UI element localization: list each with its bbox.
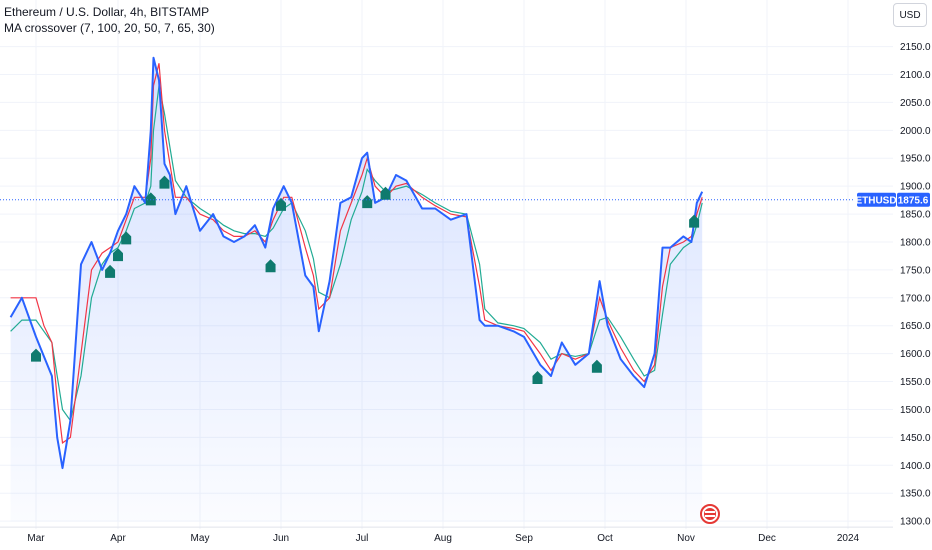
earnings-flag-icon[interactable] (700, 504, 720, 524)
x-tick-label: Sep (515, 533, 533, 544)
y-tick-label: 1400.0 (900, 461, 931, 472)
y-tick-label: 1900.0 (900, 182, 931, 193)
y-tick-label: 1350.0 (900, 489, 931, 500)
buy-signal-marker (362, 195, 373, 209)
y-tick-label: 1500.0 (900, 405, 931, 416)
buy-signal-marker (380, 186, 391, 200)
y-tick-label: 1650.0 (900, 321, 931, 332)
x-tick-label: Aug (434, 533, 452, 544)
series-lines (9, 56, 704, 470)
buy-signal-marker (105, 264, 116, 278)
price-area-fill (10, 57, 703, 522)
x-tick-label: May (191, 533, 210, 544)
buy-signal-marker (113, 248, 123, 262)
y-tick-label: 2150.0 (900, 42, 931, 53)
buy-signal-marker (121, 231, 132, 245)
x-tick-label: Jun (273, 533, 289, 544)
y-tick-label: 2000.0 (900, 126, 931, 137)
y-tick-label: 1800.0 (900, 237, 931, 248)
x-tick-label: Apr (110, 533, 126, 544)
time-axis[interactable]: Mar Apr May Jun Jul Aug Sep Oct Nov Dec 2024 (0, 526, 893, 544)
x-tick-label: Oct (597, 533, 613, 544)
x-tick-label: Mar (27, 533, 45, 544)
y-tick-label: 1450.0 (900, 433, 931, 444)
price-tag-label: 1875.6 (898, 195, 929, 206)
y-tick-label: 1300.0 (900, 517, 931, 528)
buy-signal-marker (276, 197, 286, 211)
price-area (10, 57, 703, 522)
y-tick-label: 1550.0 (900, 377, 931, 388)
chart-title: Ethereum / U.S. Dollar, 4h, BITSTAMP (4, 5, 210, 19)
y-tick-label: 1750.0 (900, 265, 931, 276)
buy-signal-marker (265, 259, 276, 273)
chart-header: Ethereum / U.S. Dollar, 4h, BITSTAMP MA … (4, 4, 215, 36)
y-tick-label: 2050.0 (900, 98, 931, 109)
price-axis[interactable]: 2150.0 2100.0 2050.0 2000.0 1950.0 1900.0 1850… (900, 42, 931, 527)
price-line (9, 56, 704, 470)
buy-signal-marker (591, 359, 602, 373)
buy-signals (31, 175, 700, 384)
x-tick-label: 2024 (837, 533, 860, 544)
last-price-line: ETHUSD 1875.6 (0, 192, 930, 207)
price-tag (897, 192, 930, 207)
indicator-legend[interactable]: MA crossover (7, 100, 20, 50, 7, 65, 30) (4, 21, 215, 35)
y-tick-label: 2100.0 (900, 70, 931, 81)
y-tick-label: 1700.0 (900, 293, 931, 304)
buy-signal-marker (689, 214, 700, 228)
x-tick-label: Dec (758, 533, 776, 544)
y-tick-label: 1950.0 (900, 154, 931, 165)
x-tick-label: Jul (356, 533, 369, 544)
buy-signal-marker (145, 192, 156, 206)
symbol-tag-label: ETHUSD (855, 195, 896, 206)
buy-signal-marker (159, 175, 170, 189)
symbol-tag (857, 192, 896, 207)
y-tick-label: 1600.0 (900, 349, 931, 360)
y-tick-label: 1850.0 (900, 210, 931, 221)
slow-ma-line (10, 85, 703, 423)
x-tick-label: Nov (677, 533, 695, 544)
buy-signal-marker (532, 370, 543, 384)
buy-signal-marker (31, 348, 41, 362)
currency-button[interactable]: USD (893, 3, 927, 27)
